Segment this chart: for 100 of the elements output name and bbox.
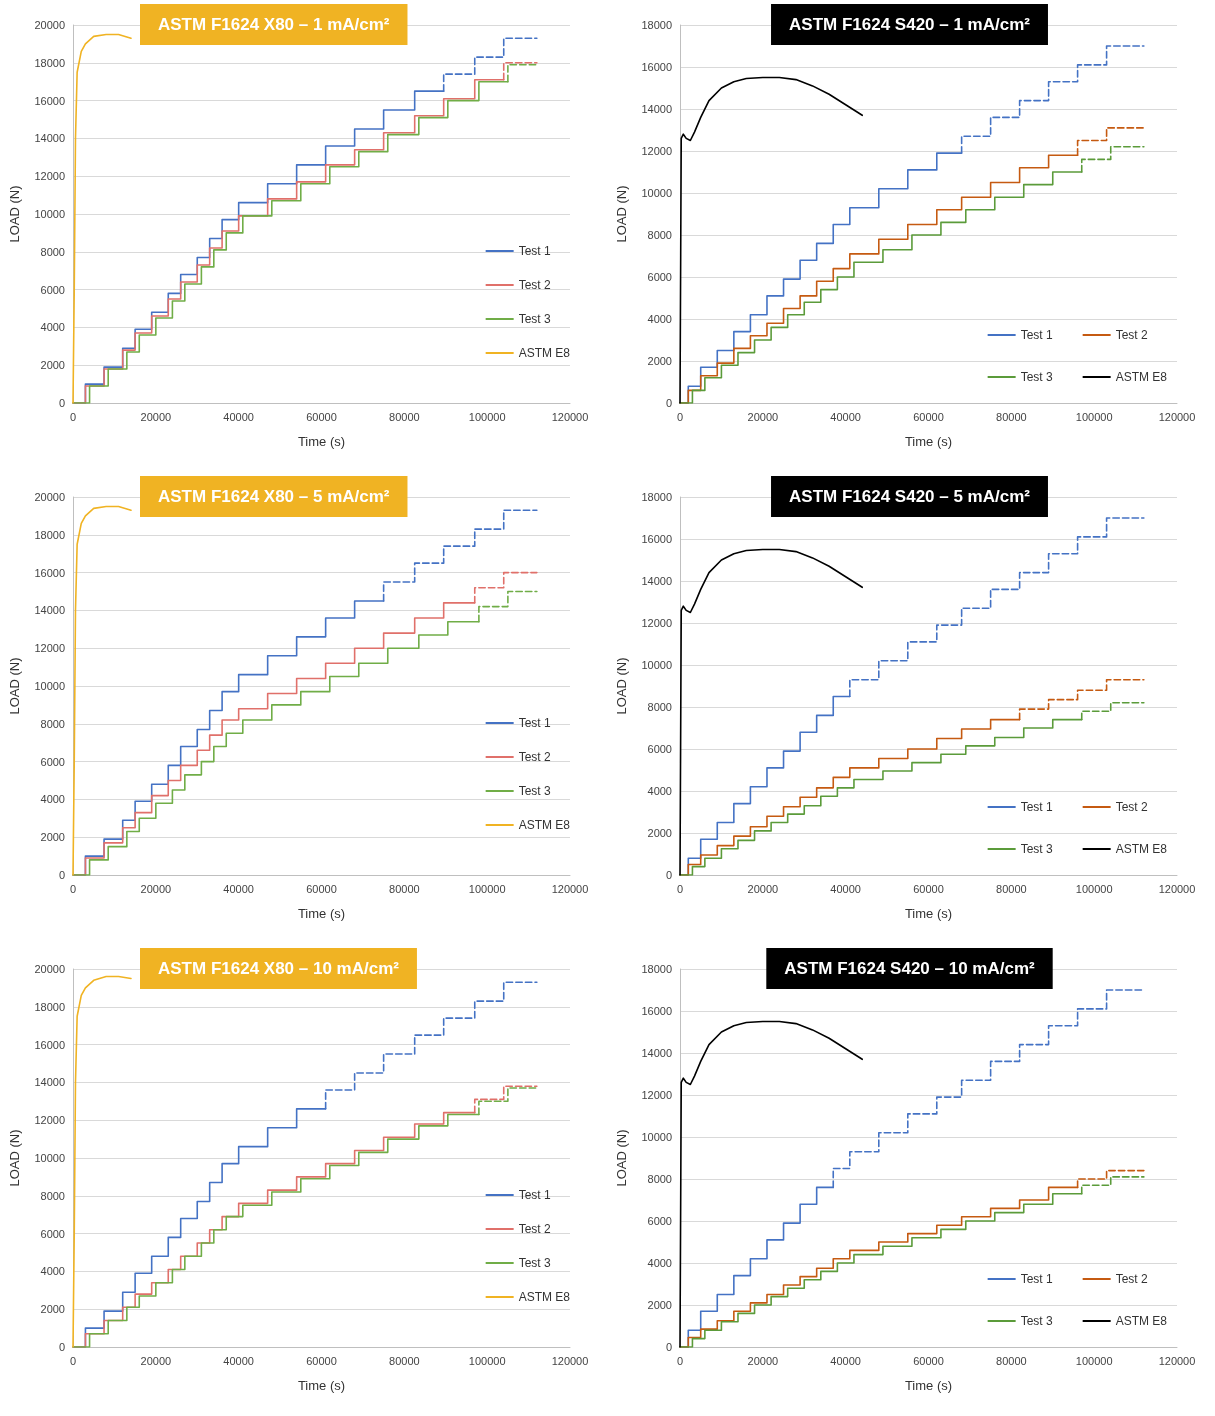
y-tick-label: 18000 bbox=[641, 19, 672, 31]
y-tick-label: 2000 bbox=[40, 831, 65, 844]
x-tick-label: 20000 bbox=[747, 1354, 779, 1367]
y-tick-label: 8000 bbox=[647, 229, 672, 241]
x-tick-label: 120000 bbox=[1158, 882, 1196, 895]
y-tick-label: 16000 bbox=[34, 566, 65, 579]
y-tick-label: 14000 bbox=[34, 132, 65, 145]
line-series bbox=[72, 975, 132, 1348]
y-tick-label: 10000 bbox=[34, 680, 65, 692]
line-series bbox=[679, 76, 864, 404]
legend-label: Test 1 bbox=[1020, 800, 1053, 814]
x-tick-label: 20000 bbox=[140, 1354, 172, 1367]
x-axis-title: Time (s) bbox=[904, 906, 953, 921]
x-tick-label: 80000 bbox=[996, 882, 1027, 895]
y-tick-label: 16000 bbox=[641, 1005, 672, 1017]
x-tick-label: 120000 bbox=[551, 882, 589, 895]
legend-label: Test 2 bbox=[518, 1222, 551, 1236]
y-tick-label: 10000 bbox=[641, 187, 672, 199]
y-tick-label: 8000 bbox=[40, 1189, 65, 1202]
y-tick-label: 16000 bbox=[34, 94, 65, 107]
x-tick-label: 40000 bbox=[830, 882, 861, 895]
y-tick-label: 18000 bbox=[34, 1000, 65, 1013]
y-tick-label: 4000 bbox=[647, 785, 672, 797]
y-tick-label: 6000 bbox=[40, 755, 65, 768]
x-tick-label: 100000 bbox=[1075, 882, 1113, 895]
y-tick-label: 20000 bbox=[34, 491, 65, 503]
x-tick-label: 80000 bbox=[389, 410, 420, 423]
y-tick-label: 2000 bbox=[40, 1303, 65, 1316]
y-tick-label: 0 bbox=[665, 1341, 672, 1353]
chart-title: ASTM F1624 S420 – 5 mA/cm² bbox=[789, 487, 1031, 506]
y-tick-label: 16000 bbox=[34, 1038, 65, 1051]
y-tick-label: 2000 bbox=[40, 359, 65, 372]
y-axis-title: LOAD (N) bbox=[614, 657, 629, 715]
y-tick-label: 18000 bbox=[34, 56, 65, 69]
x-tick-label: 120000 bbox=[1158, 1354, 1196, 1367]
legend-label: ASTM E8 bbox=[518, 346, 571, 360]
x-tick-label: 20000 bbox=[140, 882, 172, 895]
legend-label: ASTM E8 bbox=[1115, 370, 1168, 384]
x-tick-label: 60000 bbox=[913, 410, 944, 423]
legend-label: Test 2 bbox=[1115, 800, 1148, 814]
x-tick-label: 80000 bbox=[996, 1354, 1027, 1367]
chart-title: ASTM F1624 X80 – 10 mA/cm² bbox=[158, 959, 400, 978]
x-tick-label: 120000 bbox=[551, 410, 589, 423]
y-tick-label: 10000 bbox=[34, 208, 65, 220]
y-tick-label: 8000 bbox=[40, 717, 65, 730]
y-tick-label: 0 bbox=[58, 869, 65, 881]
legend-label: Test 3 bbox=[1020, 1314, 1053, 1328]
y-tick-label: 4000 bbox=[647, 313, 672, 325]
legend-label: Test 1 bbox=[1020, 328, 1053, 342]
legend-label: ASTM E8 bbox=[1115, 842, 1168, 856]
y-axis-title: LOAD (N) bbox=[7, 657, 22, 715]
y-tick-label: 0 bbox=[665, 869, 672, 881]
x-tick-label: 120000 bbox=[1158, 410, 1196, 423]
x-tick-label: 100000 bbox=[1075, 1354, 1113, 1367]
legend-label: Test 3 bbox=[518, 312, 551, 326]
legend-label: Test 1 bbox=[518, 716, 551, 730]
legend-label: Test 3 bbox=[1020, 842, 1053, 856]
y-tick-label: 2000 bbox=[647, 1299, 672, 1311]
y-tick-label: 0 bbox=[665, 397, 672, 409]
x-tick-label: 120000 bbox=[551, 1354, 589, 1367]
x-tick-label: 20000 bbox=[140, 410, 172, 423]
x-tick-label: 60000 bbox=[913, 1354, 944, 1367]
y-tick-label: 8000 bbox=[647, 1173, 672, 1185]
line-series bbox=[72, 505, 132, 876]
legend-label: Test 2 bbox=[518, 278, 551, 292]
x-axis-title: Time (s) bbox=[297, 434, 346, 449]
y-tick-label: 12000 bbox=[34, 170, 65, 183]
x-tick-label: 80000 bbox=[996, 410, 1027, 423]
y-tick-label: 2000 bbox=[647, 827, 672, 839]
y-tick-label: 0 bbox=[58, 1341, 65, 1353]
y-tick-label: 18000 bbox=[641, 963, 672, 975]
y-tick-label: 4000 bbox=[647, 1257, 672, 1269]
chart-title: ASTM F1624 X80 – 1 mA/cm² bbox=[158, 15, 390, 34]
y-tick-label: 6000 bbox=[647, 271, 672, 283]
legend-label: Test 3 bbox=[518, 1256, 551, 1270]
x-tick-label: 60000 bbox=[306, 410, 337, 423]
y-tick-label: 10000 bbox=[641, 1131, 672, 1143]
legend-label: ASTM E8 bbox=[518, 818, 571, 832]
x-tick-label: 20000 bbox=[747, 410, 779, 423]
y-tick-label: 14000 bbox=[34, 1076, 65, 1089]
x-tick-label: 60000 bbox=[306, 1354, 337, 1367]
x-tick-label: 100000 bbox=[468, 410, 506, 423]
y-tick-label: 6000 bbox=[647, 1215, 672, 1227]
x-tick-label: 100000 bbox=[468, 882, 506, 895]
legend-label: Test 1 bbox=[518, 244, 551, 258]
x-axis-title: Time (s) bbox=[297, 1378, 346, 1393]
y-axis-title: LOAD (N) bbox=[614, 185, 629, 243]
legend-label: Test 2 bbox=[1115, 328, 1148, 342]
y-tick-label: 8000 bbox=[40, 245, 65, 258]
chart-title: ASTM F1624 S420 – 1 mA/cm² bbox=[789, 15, 1031, 34]
legend-label: Test 2 bbox=[518, 750, 551, 764]
y-tick-label: 14000 bbox=[641, 103, 672, 115]
legend-label: Test 3 bbox=[1020, 370, 1053, 384]
legend-label: ASTM E8 bbox=[518, 1290, 571, 1304]
y-tick-label: 6000 bbox=[647, 743, 672, 755]
x-axis-title: Time (s) bbox=[904, 434, 953, 449]
y-axis-title: LOAD (N) bbox=[7, 1129, 22, 1187]
y-tick-label: 0 bbox=[58, 397, 65, 409]
line-series bbox=[679, 548, 864, 876]
line-series bbox=[72, 33, 132, 404]
